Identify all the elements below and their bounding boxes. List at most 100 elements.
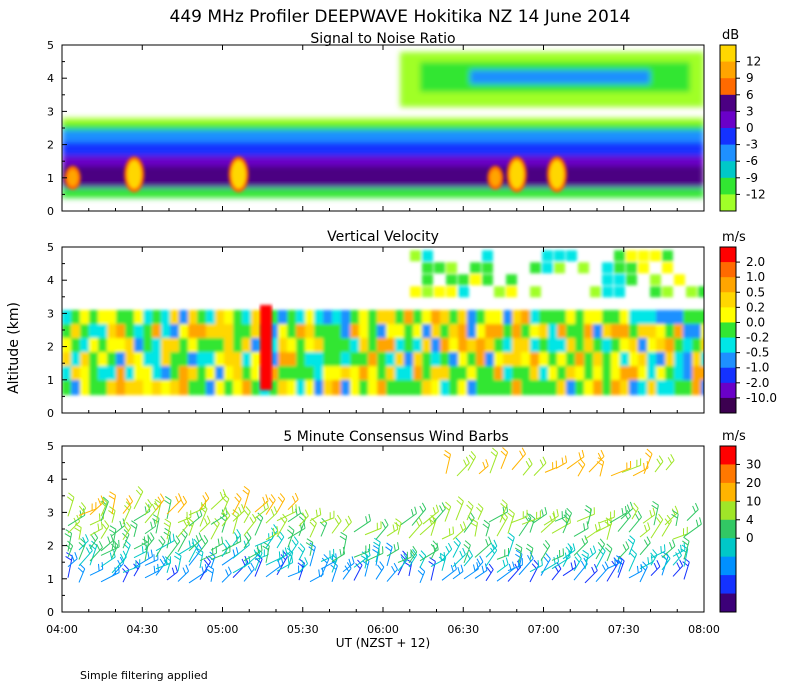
vv-cell: [350, 352, 360, 368]
wind-barb-flag: [527, 517, 534, 523]
vv-cell: [620, 352, 630, 368]
colorbar-label: -3: [746, 138, 758, 152]
wind-barb-flag: [669, 542, 673, 549]
wind-barb: [400, 513, 417, 526]
wind-barb-flag: [346, 562, 352, 569]
vv-cell: [566, 338, 576, 354]
wind-barb-flag: [419, 505, 424, 513]
wind-barb-flag: [152, 518, 159, 523]
vv-cell: [89, 380, 99, 396]
vv-cell: [458, 310, 468, 326]
wind-barb-flag: [626, 504, 631, 512]
wind-barb: [188, 548, 202, 566]
wind-barb: [287, 552, 294, 569]
vv-cell: [368, 366, 378, 382]
wind-barb-flag: [153, 519, 157, 527]
wind-barb-flag: [262, 545, 269, 551]
vv-cell: [116, 380, 126, 396]
vv-cell: [458, 324, 468, 340]
wind-barb-flag: [393, 544, 396, 552]
vv-cell: [296, 324, 306, 340]
wind-barb-flag: [334, 518, 340, 525]
vv-cell: [485, 324, 495, 340]
wind-barb-flag: [203, 534, 209, 542]
vv-cell: [557, 380, 567, 396]
vv-cell: [662, 262, 673, 274]
wind-barb-flag: [650, 552, 656, 559]
snr-band-blue: [62, 142, 704, 160]
wind-barb-flag: [345, 518, 350, 526]
wind-barb-flag: [637, 510, 642, 518]
wind-barb: [199, 561, 211, 580]
vv-cell: [215, 310, 225, 326]
wind-barb-flag: [89, 544, 96, 550]
vv-cell: [287, 366, 297, 382]
wind-barb-flag: [297, 546, 304, 553]
vv-cell: [440, 338, 450, 354]
wind-barb-flag: [561, 457, 564, 465]
wind-barb: [595, 567, 609, 583]
wind-barb-flag: [526, 543, 534, 549]
wind-barb-flag: [172, 533, 175, 541]
vv-cell: [467, 324, 477, 340]
wind-barb: [122, 569, 130, 583]
wind-barb-flag: [525, 460, 531, 468]
vv-cell: [683, 366, 693, 382]
wind-barb: [309, 523, 317, 538]
wind-barb: [78, 507, 87, 520]
wind-barb-flag: [631, 548, 637, 555]
vv-cell: [404, 366, 414, 382]
wind-barb-flag: [223, 512, 228, 520]
vv-cell: [602, 352, 612, 368]
wind-barb-flag: [270, 494, 276, 501]
wind-barb-flag: [456, 499, 463, 506]
wind-barb-flag: [658, 455, 664, 462]
wind-barb-flag: [625, 541, 630, 548]
vv-cell: [629, 310, 639, 326]
wind-barb: [441, 533, 454, 540]
vv-cell: [575, 366, 585, 382]
wind-barb: [221, 572, 232, 583]
colorbar-segment: [720, 161, 736, 179]
wind-barb: [155, 540, 175, 552]
wind-barb-flag: [527, 554, 532, 562]
vv-cell: [548, 310, 558, 326]
wind-barb: [309, 542, 314, 556]
vv-cell: [98, 310, 108, 326]
wind-barb: [584, 570, 598, 584]
wind-barb-flag: [164, 518, 171, 524]
wind-barb: [474, 542, 492, 558]
wind-barb: [276, 551, 291, 562]
wind-barb-flag: [373, 541, 380, 547]
vv-cell: [470, 262, 481, 274]
wind-barb-flag: [355, 563, 361, 570]
vv-cell: [278, 310, 288, 326]
wind-barb: [496, 517, 508, 537]
wind-barb-flag: [157, 496, 163, 503]
vv-cell: [629, 324, 639, 340]
wind-barb-flag: [421, 502, 427, 510]
vv-cell: [611, 338, 621, 354]
wind-barb: [155, 561, 167, 576]
vv-cell: [296, 352, 306, 368]
wind-barb-flag: [77, 567, 84, 573]
wind-barb-flag: [182, 495, 188, 503]
wind-barb-flag: [110, 533, 114, 541]
wind-barb-flag: [592, 545, 597, 553]
wind-barb: [265, 532, 279, 541]
wind-barb: [595, 543, 606, 560]
wind-barb-flag: [278, 551, 281, 559]
vv-cell: [143, 324, 153, 340]
wind-barb-flag: [128, 495, 133, 502]
vv-cell: [125, 310, 135, 326]
wind-barb-flag: [624, 513, 629, 520]
wind-barb: [452, 554, 466, 568]
vv-cell: [251, 366, 261, 382]
vv-cell: [584, 338, 594, 354]
wind-barb-flag: [384, 518, 389, 526]
vv-cell: [701, 352, 704, 368]
wind-barb: [111, 495, 117, 515]
wind-barb-flag: [201, 566, 205, 574]
wind-barb-flag: [373, 545, 380, 550]
wind-barb: [342, 567, 352, 580]
